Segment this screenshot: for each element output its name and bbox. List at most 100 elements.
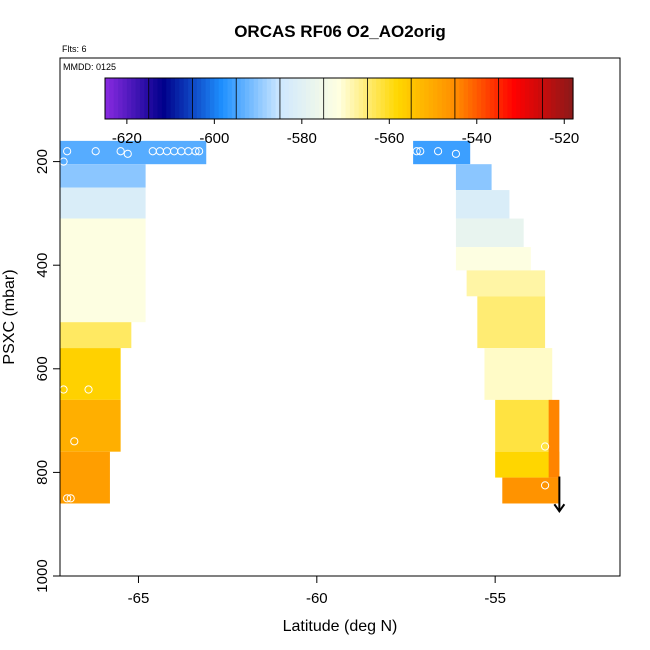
colorbar-swatch xyxy=(271,78,277,119)
colorbar-swatch xyxy=(279,78,285,119)
heatmap-cell xyxy=(60,348,121,400)
colorbar-swatch xyxy=(389,78,395,119)
colorbar-swatch xyxy=(192,78,198,119)
y-axis-label: PSXC (mbar) xyxy=(1,269,18,364)
heatmap-cell xyxy=(495,399,553,452)
colorbar-swatch xyxy=(542,78,548,119)
sample-point xyxy=(84,385,93,394)
colorbar-swatch xyxy=(520,78,526,119)
colorbar-swatch xyxy=(188,78,194,119)
colorbar-swatch xyxy=(437,78,443,119)
colorbar-swatch xyxy=(293,78,299,119)
colorbar-swatch xyxy=(402,78,408,119)
colorbar-swatch xyxy=(349,78,355,119)
heatmap-cell xyxy=(455,190,510,219)
heatmap-cell xyxy=(502,477,560,504)
colorbar-swatch xyxy=(201,78,207,119)
heatmap-cell xyxy=(60,275,146,323)
colorbar-swatch xyxy=(533,78,539,119)
plot-frame xyxy=(59,57,621,577)
colorbar-swatch xyxy=(148,78,154,119)
sample-point xyxy=(191,147,200,156)
colorbar-swatch xyxy=(446,78,452,119)
colorbar-swatch xyxy=(376,78,382,119)
colorbar-swatch xyxy=(524,78,530,119)
colorbar-swatch xyxy=(345,78,351,119)
colorbar-swatch xyxy=(139,78,145,119)
sample-point xyxy=(540,481,550,490)
colorbar-swatch xyxy=(380,78,386,119)
colorbar-swatch xyxy=(441,78,447,119)
colorbar-swatch xyxy=(463,78,469,119)
colorbar: -620 -600 -580 -560 -540 -520 xyxy=(104,77,579,147)
colorbar-swatch xyxy=(472,78,478,119)
colorbar-swatch xyxy=(419,78,425,119)
colorbar-swatch xyxy=(253,78,259,119)
colorbar-swatch xyxy=(341,78,347,119)
heatmap-cell xyxy=(60,399,121,452)
y-tick-label: 200 xyxy=(34,149,51,174)
x-tick-label: -55 xyxy=(484,590,506,607)
colorbar-swatch xyxy=(240,78,246,119)
heatmap-cell xyxy=(60,451,110,504)
colorbar-swatch xyxy=(489,78,495,119)
colorbar-swatch xyxy=(244,78,250,119)
colorbar-swatch xyxy=(249,78,255,119)
y-tick-label: 1000 xyxy=(34,559,51,592)
colorbar-swatch xyxy=(231,78,237,119)
heatmap-cell xyxy=(455,247,531,271)
colorbar-tick-label: -540 xyxy=(462,130,492,147)
colorbar-swatch xyxy=(503,78,508,119)
colorbar-swatch xyxy=(332,78,338,119)
colorbar-swatch xyxy=(384,78,390,119)
colorbar-swatch xyxy=(179,78,185,119)
colorbar-swatch xyxy=(371,78,377,119)
y-tick-label: 600 xyxy=(34,356,51,381)
heatmap-cell xyxy=(60,140,207,165)
chart-title: ORCAS RF06 O2_AO2orig xyxy=(234,22,446,41)
colorbar-swatch xyxy=(113,78,119,119)
sample-point xyxy=(540,442,550,451)
heatmap-cell xyxy=(455,218,524,248)
colorbar-swatch xyxy=(555,78,561,119)
sample-point xyxy=(116,147,125,156)
sample-point xyxy=(433,147,443,156)
colorbar-swatch xyxy=(459,78,465,119)
colorbar-swatch xyxy=(507,78,513,119)
sample-point xyxy=(195,147,204,156)
sample-point xyxy=(123,149,132,158)
colorbar-swatch xyxy=(323,78,329,119)
sample-point xyxy=(451,149,461,158)
colorbar-swatch xyxy=(511,78,517,119)
sample-point xyxy=(412,147,421,156)
colorbar-swatch xyxy=(367,78,373,119)
x-axis-label: Latitude (deg N) xyxy=(283,618,398,635)
colorbar-swatch xyxy=(358,78,364,119)
colorbar-swatch xyxy=(363,78,369,119)
date-label: MMDD: 0125 xyxy=(63,62,116,72)
colorbar-swatch xyxy=(262,78,268,119)
colorbar-swatch xyxy=(564,78,570,119)
colorbar-swatch xyxy=(529,78,535,119)
heatmap-cell xyxy=(455,164,492,191)
sample-point xyxy=(91,147,100,156)
colorbar-swatch xyxy=(122,78,128,119)
colorbar-swatch xyxy=(183,78,189,119)
colorbar-swatch xyxy=(481,78,487,119)
colorbar-swatch xyxy=(236,78,242,119)
colorbar-swatch xyxy=(450,78,456,119)
colorbar-swatch xyxy=(288,78,294,119)
colorbar-tick-label: -600 xyxy=(199,130,229,147)
colorbar-swatch xyxy=(161,78,167,119)
colorbar-swatch xyxy=(468,78,474,119)
colorbar-frame xyxy=(104,77,574,120)
colorbar-swatch xyxy=(393,78,399,119)
colorbar-swatch xyxy=(209,78,215,119)
colorbar-swatch xyxy=(196,78,202,119)
colorbar-swatch xyxy=(454,78,460,119)
colorbar-swatch xyxy=(144,78,150,119)
colorbar-swatch xyxy=(153,78,159,119)
colorbar-swatch xyxy=(406,78,412,119)
colorbar-swatch xyxy=(126,78,132,119)
